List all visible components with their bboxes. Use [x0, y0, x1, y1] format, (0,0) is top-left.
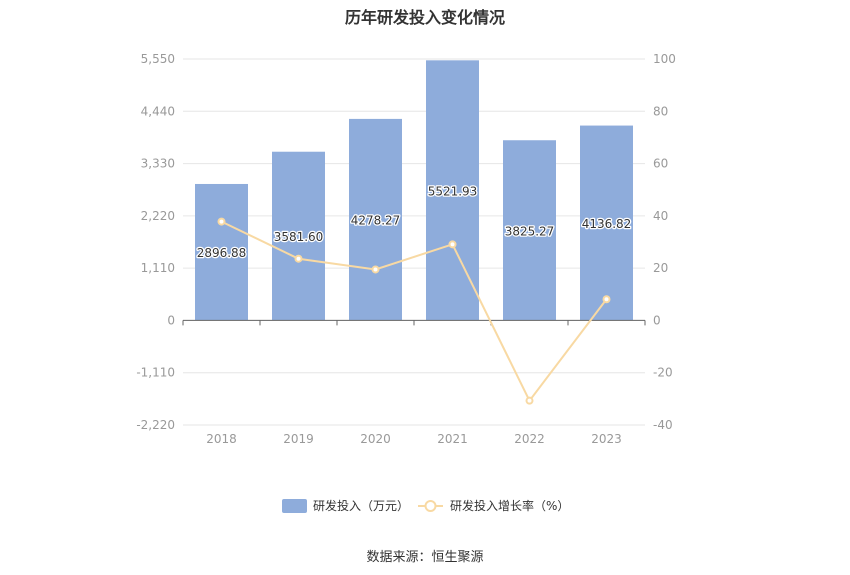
bar-data-label: 2896.88 [197, 246, 247, 260]
bar [349, 118, 402, 321]
data-source: 数据来源：恒生聚源 [366, 550, 484, 565]
legend-bar-swatch [282, 499, 307, 513]
legend-bar-label: 研发投入（万元） [313, 498, 409, 513]
y-right-tick-label: -40 [653, 418, 673, 432]
bar [426, 60, 479, 321]
legend-line-label: 研发投入增长率（%） [450, 498, 569, 513]
growth-point [217, 217, 226, 226]
bar-data-label: 3825.27 [505, 224, 555, 238]
y-right-tick-label: 80 [653, 104, 668, 118]
y-right-tick-label: 100 [653, 52, 676, 66]
growth-point [525, 396, 534, 405]
y-left-tick-label: -2,220 [136, 418, 175, 432]
bar-data-label: 4278.27 [351, 214, 401, 228]
y-right-tick-label: 0 [653, 313, 661, 327]
bar-data-label: 5521.93 [428, 184, 478, 198]
x-tick-label: 2020 [360, 432, 391, 446]
y-left-tick-label: 1,110 [141, 261, 175, 275]
growth-point [602, 295, 611, 304]
y-right-tick-label: 20 [653, 261, 668, 275]
y-right-tick-label: 60 [653, 157, 668, 171]
y-left-tick-label: -1,110 [136, 366, 175, 380]
y-left-tick-label: 2,220 [141, 209, 175, 223]
y-right-tick-label: -20 [653, 366, 673, 380]
x-tick-label: 2018 [206, 432, 237, 446]
chart-title: 历年研发投入变化情况 [344, 8, 505, 27]
growth-point [371, 265, 380, 274]
growth-point [294, 254, 303, 263]
growth-point [448, 240, 457, 249]
bar [272, 151, 325, 321]
bar-data-label: 3581.60 [274, 230, 324, 244]
legend-line-marker [424, 500, 437, 512]
y-left-tick-label: 3,330 [141, 157, 175, 171]
x-tick-label: 2019 [283, 432, 314, 446]
growth-line [221, 220, 608, 403]
y-left-tick-label: 4,440 [141, 104, 175, 118]
x-tick-label: 2021 [437, 432, 468, 446]
bar [503, 140, 556, 321]
y-right-tick-label: 40 [653, 209, 668, 223]
bar-data-label: 4136.82 [582, 217, 632, 231]
y-left-tick-label: 5,550 [141, 52, 175, 66]
bar [195, 183, 248, 321]
x-tick-label: 2022 [514, 432, 545, 446]
x-tick-label: 2023 [591, 432, 622, 446]
y-left-tick-label: 0 [167, 313, 175, 327]
bar [580, 125, 633, 321]
